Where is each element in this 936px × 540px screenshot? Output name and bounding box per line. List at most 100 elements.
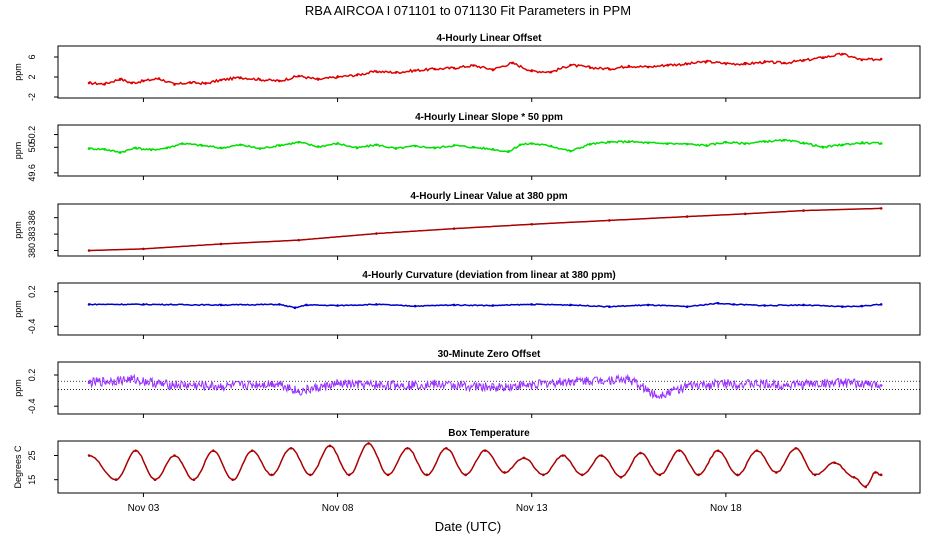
data-point (413, 304, 417, 308)
data-point (802, 59, 805, 62)
series-line (88, 373, 881, 400)
data-point (510, 61, 514, 65)
data-point (336, 75, 339, 79)
plot-frame (57, 203, 921, 257)
x-tick-label: Nov 13 (516, 503, 548, 514)
data-point (188, 81, 192, 84)
panel-title: 4-Hourly Curvature (deviation from linea… (362, 270, 615, 281)
panel-title: 4-Hourly Linear Offset (436, 33, 542, 44)
data-point (375, 232, 378, 235)
data-point (724, 140, 728, 144)
data-point (619, 475, 623, 479)
data-point (87, 303, 91, 306)
data-point (316, 78, 320, 81)
y-tick-label: 25 (27, 451, 37, 461)
data-point (347, 473, 351, 477)
data-point (522, 456, 526, 460)
data-point (87, 381, 91, 385)
data-point (569, 63, 572, 67)
data-point (212, 449, 215, 452)
data-point (425, 473, 429, 477)
data-point (802, 209, 805, 212)
data-point (153, 478, 157, 481)
data-point (821, 146, 825, 149)
y-tick-label: 50 (27, 142, 37, 152)
data-point (860, 304, 864, 308)
data-point (724, 382, 728, 385)
data-point (549, 144, 553, 148)
data-point (118, 151, 122, 154)
y-tick-label: 383 (27, 227, 37, 242)
data-point (87, 147, 91, 150)
data-point (530, 69, 534, 73)
data-point (149, 148, 153, 152)
data-point (841, 143, 844, 147)
data-point (879, 303, 883, 306)
data-point (860, 58, 864, 62)
data-point (852, 475, 856, 479)
data-point (375, 384, 378, 387)
y-axis-label: ppm (13, 63, 23, 81)
data-point (336, 142, 339, 145)
data-point (491, 304, 495, 307)
y-axis-label: ppm (13, 379, 23, 397)
main-title: RBA AIRCOA I 071101 to 071130 Fit Parame… (305, 3, 631, 18)
panel-title: 4-Hourly Linear Value at 380 ppm (410, 191, 567, 202)
data-point (192, 478, 196, 481)
plot-frame (57, 124, 921, 177)
data-point (879, 207, 883, 210)
data-point (879, 57, 883, 61)
data-point (239, 76, 242, 79)
data-point (716, 301, 720, 305)
data-point (879, 142, 883, 145)
data-point (219, 385, 223, 388)
data-point (569, 149, 572, 153)
y-axis-label: ppm (13, 142, 23, 160)
plot-frame (57, 361, 921, 415)
panel-title: 4-Hourly Linear Slope * 50 ppm (415, 112, 563, 123)
data-point (297, 140, 301, 144)
data-point (464, 473, 468, 477)
data-point (697, 473, 700, 477)
data-point (219, 242, 223, 246)
data-point (134, 146, 137, 150)
data-point (646, 65, 650, 69)
data-point (580, 473, 584, 477)
data-point (406, 446, 409, 450)
data-point (518, 143, 522, 147)
data-point (250, 449, 254, 452)
data-point (782, 61, 786, 65)
panel-4: 4-Hourly Curvature (deviation from linea… (13, 270, 921, 339)
x-axis-label: Date (UTC) (435, 519, 501, 534)
data-point (87, 81, 91, 85)
data-point (289, 446, 293, 450)
data-point (802, 141, 805, 145)
data-point (542, 473, 545, 477)
data-point (219, 78, 223, 82)
series-line (89, 207, 882, 252)
data-point (608, 219, 611, 222)
data-point (755, 449, 759, 452)
data-point (743, 142, 747, 145)
data-point (231, 478, 235, 481)
data-point (452, 66, 456, 70)
data-point (782, 383, 786, 387)
data-point (367, 442, 370, 445)
data-point (685, 305, 689, 308)
data-point (743, 62, 747, 66)
data-point (483, 449, 487, 452)
plot-frame (57, 45, 921, 99)
data-point (879, 473, 883, 477)
data-point (336, 382, 339, 386)
data-point (413, 69, 417, 72)
data-point (841, 305, 844, 308)
y-tick-label: 15 (27, 475, 37, 485)
data-point (433, 146, 436, 150)
y-axis-label: Degrees C (13, 445, 23, 489)
series-line (89, 302, 882, 309)
data-point (705, 144, 708, 147)
x-tick-label: Nov 03 (128, 503, 160, 514)
panel-title: 30-Minute Zero Offset (438, 349, 541, 360)
data-point (666, 142, 669, 145)
